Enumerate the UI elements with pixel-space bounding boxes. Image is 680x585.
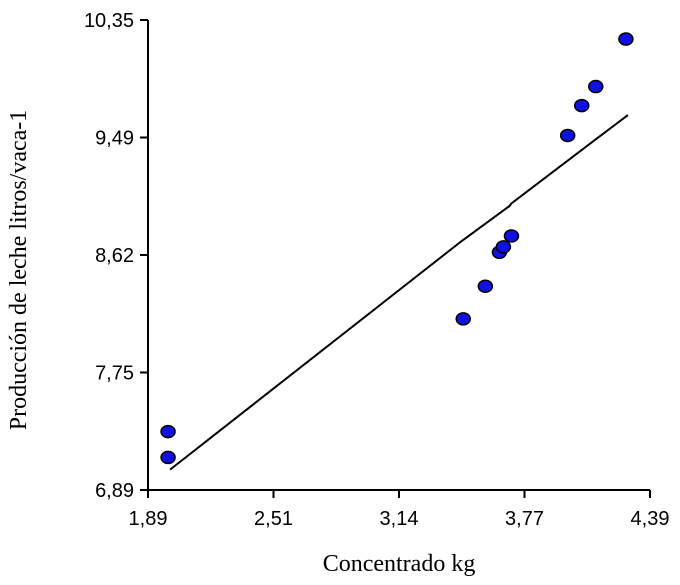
y-tick-label: 8,62	[95, 245, 134, 267]
data-point	[588, 79, 604, 94]
data-points	[160, 32, 634, 465]
fit-line	[169, 114, 629, 471]
x-axis-title: Concentrado kg	[323, 551, 476, 577]
x-tick-label: 2,51	[254, 508, 293, 530]
x-tick-label: 3,77	[505, 508, 544, 530]
data-point	[495, 240, 512, 254]
y-tick-label: 6,89	[95, 480, 134, 502]
data-point	[455, 312, 472, 326]
axes	[147, 20, 650, 491]
data-point	[160, 424, 176, 439]
y-tick-label: 10,35	[84, 10, 134, 32]
x-axis-ticks: 1,89 2,51 3,14 3,77 4,39	[129, 490, 670, 530]
data-point	[559, 128, 576, 143]
data-point	[477, 279, 494, 293]
y-axis-title: Producción de leche litros/vaca-1	[6, 110, 32, 431]
y-tick-label: 9,49	[95, 128, 134, 150]
data-point	[618, 32, 634, 46]
data-point	[573, 98, 590, 113]
y-tick-label: 7,75	[95, 363, 134, 385]
x-tick-label: 4,39	[631, 508, 670, 530]
data-point	[503, 229, 520, 243]
x-tick-label: 3,14	[380, 508, 419, 530]
data-point	[160, 450, 176, 465]
x-tick-label: 1,89	[129, 508, 168, 530]
y-axis-ticks: 6,89 7,75 8,62 9,49 10,35	[84, 10, 148, 502]
